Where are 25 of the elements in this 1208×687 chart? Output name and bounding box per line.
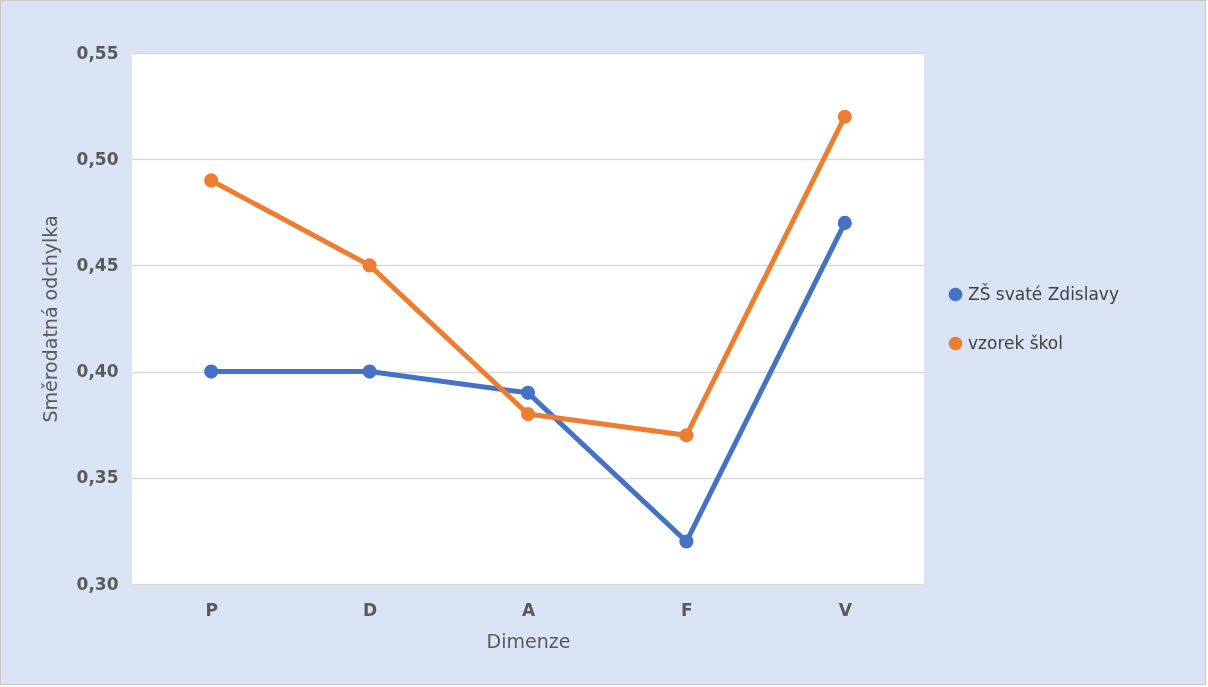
legend-label: ZŠ svaté Zdislavy <box>968 282 1119 304</box>
x-tick-label: D <box>363 599 378 620</box>
point <box>204 364 219 379</box>
y-tick-label: 0,50 <box>76 148 119 169</box>
point <box>837 215 852 230</box>
y-tick-label: 0,40 <box>76 361 119 382</box>
point <box>837 109 852 124</box>
point <box>362 258 377 273</box>
y-tick-label: 0,45 <box>76 254 119 275</box>
y-tick-label: 0,35 <box>76 467 119 488</box>
x-axis-title: Dimenze <box>486 629 571 652</box>
point <box>362 364 377 379</box>
point <box>679 428 694 443</box>
y-tick-label: 0,30 <box>76 573 119 594</box>
y-tick-label: 0,55 <box>76 42 119 63</box>
x-tick-label: F <box>681 599 693 620</box>
x-tick-label: V <box>838 599 853 620</box>
point <box>204 173 219 188</box>
point <box>520 407 536 422</box>
x-tick-label: P <box>205 599 218 620</box>
point <box>520 385 536 400</box>
point <box>679 534 694 549</box>
y-axis-title: Směrodatná odchylka <box>38 215 61 423</box>
x-tick-label: A <box>521 599 536 620</box>
legend-label: vzorek škol <box>968 332 1063 353</box>
